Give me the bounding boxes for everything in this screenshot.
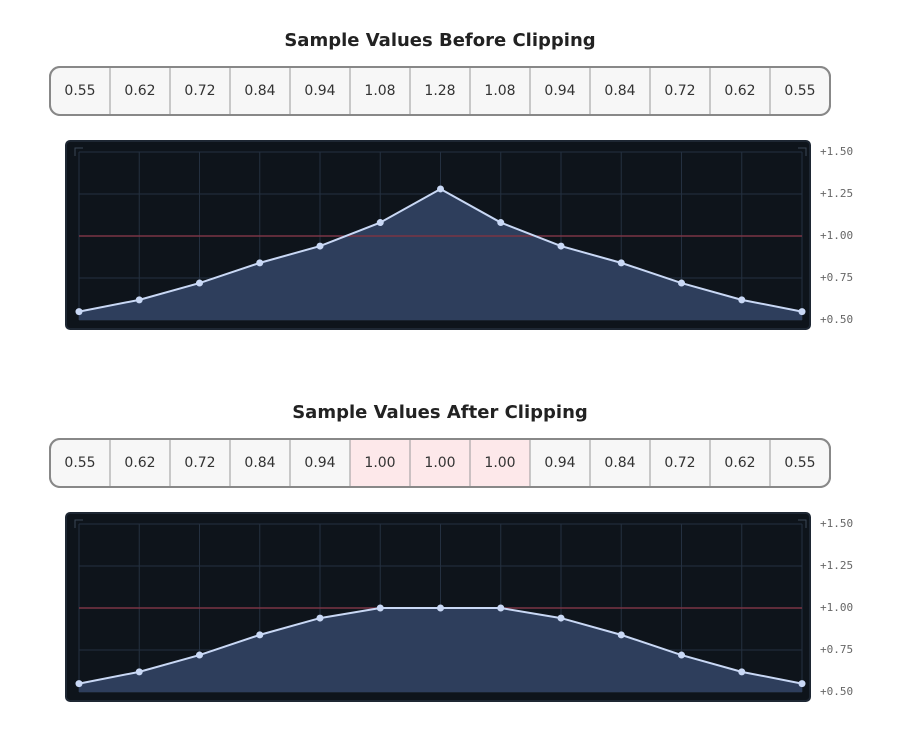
table-cell: 0.55 <box>784 83 815 99</box>
table-cell: 0.55 <box>64 455 95 471</box>
y-tick-label: +1.00 <box>820 229 853 242</box>
point <box>617 631 625 639</box>
table-cell: 0.72 <box>664 83 695 99</box>
point <box>316 614 324 622</box>
y-tick-label: +1.25 <box>820 187 853 200</box>
cell-highlight <box>410 440 470 486</box>
table-cell: 0.94 <box>304 455 335 471</box>
table-cell: 0.72 <box>184 83 215 99</box>
table-cell: 0.62 <box>124 83 155 99</box>
chart-title: Sample Values After Clipping <box>292 402 588 423</box>
point <box>798 308 806 316</box>
point <box>497 604 505 612</box>
table-cell: 0.84 <box>604 83 635 99</box>
table-cell: 0.62 <box>724 83 755 99</box>
point <box>738 668 746 676</box>
table-cell: 0.84 <box>244 455 275 471</box>
cell-highlight <box>350 440 410 486</box>
point <box>437 185 444 193</box>
point <box>557 242 565 250</box>
corner-bracket <box>798 519 807 528</box>
table-cell: 0.55 <box>784 455 815 471</box>
cell-highlight <box>470 440 530 486</box>
table-cell: 1.08 <box>484 83 515 99</box>
table-cell: 1.08 <box>364 83 395 99</box>
y-tick-label: +1.50 <box>820 145 853 158</box>
table-cell: 0.84 <box>244 83 275 99</box>
point <box>678 651 685 659</box>
point <box>497 219 505 227</box>
table-cell: 0.94 <box>544 83 575 99</box>
y-tick-label: +0.50 <box>820 313 853 326</box>
point <box>376 604 384 612</box>
point <box>738 296 746 304</box>
point <box>75 308 83 316</box>
point <box>75 680 83 688</box>
point <box>196 651 203 659</box>
table-cell: 0.94 <box>304 83 335 99</box>
table-cell: 0.55 <box>64 83 95 99</box>
y-tick-label: +1.00 <box>820 601 853 614</box>
chart-title: Sample Values Before Clipping <box>284 30 595 51</box>
point <box>316 242 324 250</box>
point <box>196 279 203 287</box>
point <box>617 259 625 267</box>
table-cell: 0.62 <box>124 455 155 471</box>
corner-bracket <box>798 147 807 156</box>
table-cell: 1.28 <box>424 83 455 99</box>
table-cell: 1.00 <box>364 455 395 471</box>
point <box>437 604 444 612</box>
table-cell: 0.72 <box>664 455 695 471</box>
point <box>256 631 264 639</box>
table-cell: 1.00 <box>484 455 515 471</box>
table-border <box>49 66 831 116</box>
area-fill <box>79 188 802 320</box>
point <box>557 614 565 622</box>
table-cell: 0.84 <box>604 455 635 471</box>
point <box>256 259 264 267</box>
point <box>798 680 806 688</box>
table-cell: 0.72 <box>184 455 215 471</box>
corner-bracket <box>74 519 83 528</box>
point <box>678 279 685 287</box>
corner-bracket <box>74 147 83 156</box>
table-border <box>49 438 831 488</box>
area-fill <box>79 608 802 692</box>
table-cell: 0.94 <box>544 455 575 471</box>
y-tick-label: +0.75 <box>820 271 853 284</box>
y-tick-label: +0.75 <box>820 643 853 656</box>
y-tick-label: +1.50 <box>820 517 853 530</box>
table-cell: 1.00 <box>424 455 455 471</box>
y-tick-label: +1.25 <box>820 559 853 572</box>
point <box>135 296 143 304</box>
point <box>376 219 384 227</box>
y-tick-label: +0.50 <box>820 685 853 698</box>
point <box>135 668 143 676</box>
table-cell: 0.62 <box>724 455 755 471</box>
